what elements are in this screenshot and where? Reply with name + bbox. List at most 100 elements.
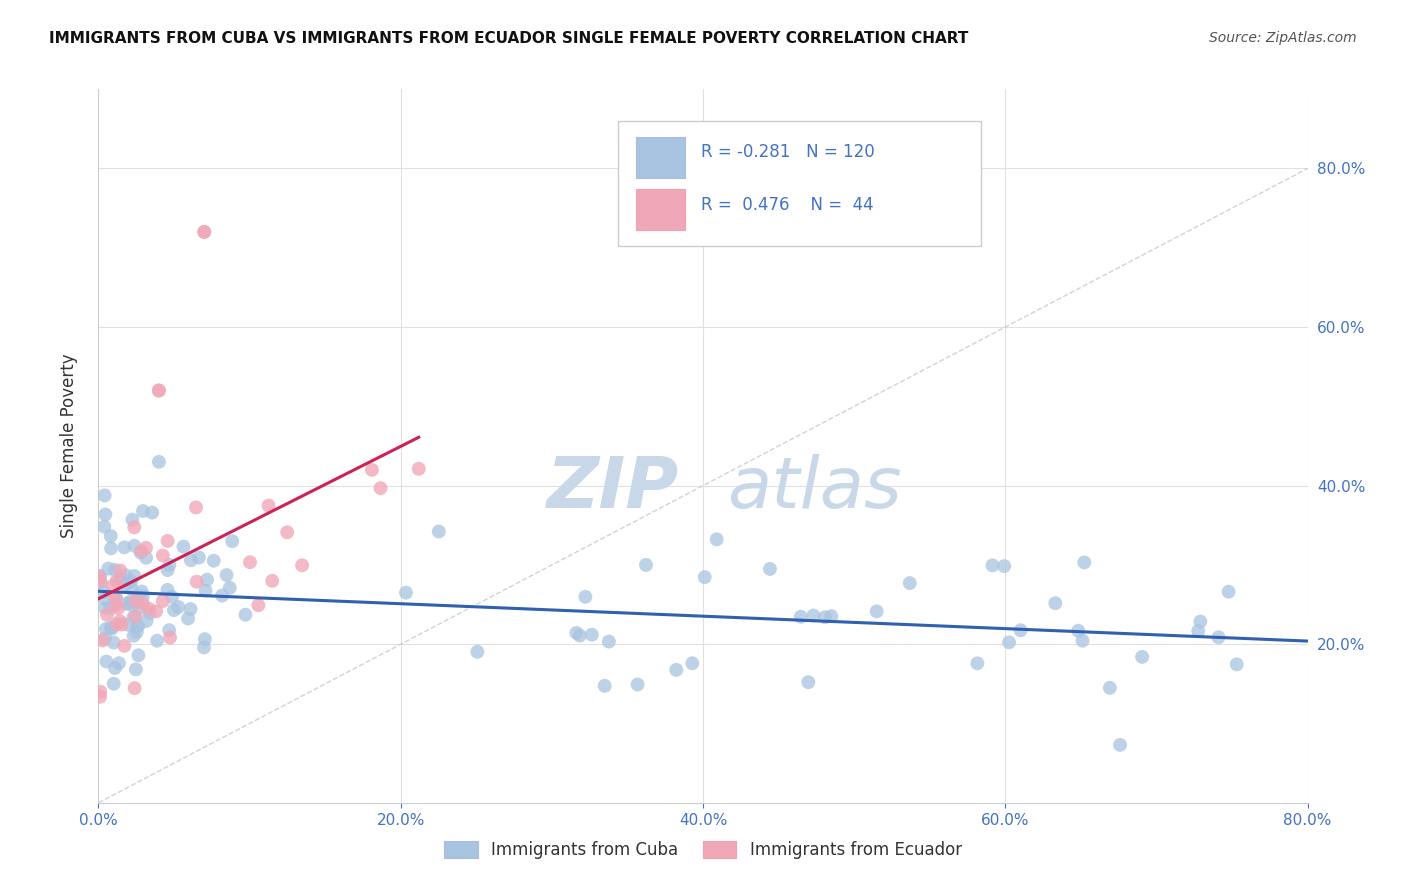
Point <box>581 628 603 642</box>
Point <box>276 525 298 540</box>
Point <box>129 544 152 558</box>
Point <box>103 635 125 649</box>
Point <box>135 614 157 628</box>
Point <box>194 583 217 598</box>
Point <box>157 624 180 638</box>
Point <box>105 617 128 632</box>
Point <box>221 534 243 549</box>
Point <box>93 488 115 502</box>
Point <box>998 635 1021 649</box>
Point <box>125 625 148 640</box>
Point <box>104 591 127 606</box>
Point <box>125 595 148 609</box>
Point <box>103 677 125 691</box>
Point <box>1071 633 1094 648</box>
Point <box>121 582 143 597</box>
Point <box>866 604 889 618</box>
Point <box>132 596 155 610</box>
Point <box>148 455 170 469</box>
Point <box>156 533 179 548</box>
Point <box>820 609 842 624</box>
Point <box>665 663 688 677</box>
FancyBboxPatch shape <box>619 121 981 246</box>
Point <box>152 594 174 608</box>
Point <box>117 617 139 632</box>
Point <box>103 596 125 610</box>
Point <box>235 607 257 622</box>
Point <box>981 558 1004 573</box>
Point <box>159 631 181 645</box>
Point <box>89 690 111 704</box>
Point <box>186 574 208 589</box>
Point <box>108 614 131 628</box>
Point <box>626 677 648 691</box>
Point <box>89 570 111 584</box>
Point <box>898 576 921 591</box>
Point <box>146 633 169 648</box>
Point <box>91 633 114 648</box>
Point <box>101 622 124 636</box>
Text: R = -0.281   N = 120: R = -0.281 N = 120 <box>700 143 875 161</box>
Point <box>89 569 111 583</box>
Point <box>706 533 728 547</box>
Point <box>131 584 153 599</box>
Point <box>262 574 284 588</box>
Point <box>814 610 837 624</box>
Point <box>94 592 117 607</box>
Point <box>115 597 138 611</box>
Point <box>132 590 155 604</box>
Point <box>194 632 217 647</box>
Point <box>111 617 134 632</box>
Point <box>156 563 179 577</box>
Point <box>104 598 127 612</box>
Point <box>465 645 488 659</box>
Point <box>1187 624 1209 638</box>
Point <box>177 611 200 625</box>
Point <box>693 570 716 584</box>
Point <box>565 626 588 640</box>
Point <box>427 524 450 539</box>
Point <box>89 684 111 698</box>
Point <box>108 656 131 670</box>
Point <box>127 648 149 663</box>
Point <box>100 621 122 635</box>
Point <box>801 608 824 623</box>
Point <box>112 541 135 555</box>
Point <box>112 639 135 653</box>
Point <box>593 679 616 693</box>
Point <box>167 599 190 614</box>
Point <box>1010 624 1032 638</box>
Text: atlas: atlas <box>727 454 901 524</box>
Point <box>156 582 179 597</box>
Point <box>1189 615 1212 629</box>
Point <box>127 619 149 633</box>
Point <box>105 591 128 605</box>
Text: IMMIGRANTS FROM CUBA VS IMMIGRANTS FROM ECUADOR SINGLE FEMALE POVERTY CORRELATIO: IMMIGRANTS FROM CUBA VS IMMIGRANTS FROM … <box>49 31 969 46</box>
Point <box>122 520 145 534</box>
Point <box>370 481 392 495</box>
Point <box>160 590 183 604</box>
Point <box>135 541 157 555</box>
Point <box>1208 630 1230 644</box>
Point <box>129 545 152 559</box>
Y-axis label: Single Female Poverty: Single Female Poverty <box>59 354 77 538</box>
Point <box>797 675 820 690</box>
Point <box>121 513 143 527</box>
FancyBboxPatch shape <box>637 189 685 230</box>
Point <box>96 607 118 622</box>
Point <box>218 581 240 595</box>
Point <box>1109 738 1132 752</box>
Point <box>104 563 127 577</box>
Point <box>110 573 132 587</box>
Point <box>89 574 111 588</box>
Point <box>145 604 167 618</box>
Point <box>257 499 280 513</box>
Point <box>94 508 117 522</box>
Point <box>247 598 270 612</box>
Point <box>184 500 207 515</box>
Point <box>110 564 132 578</box>
Point <box>114 577 136 591</box>
Text: R =  0.476    N =  44: R = 0.476 N = 44 <box>700 196 873 214</box>
Point <box>966 657 988 671</box>
Point <box>120 574 142 589</box>
